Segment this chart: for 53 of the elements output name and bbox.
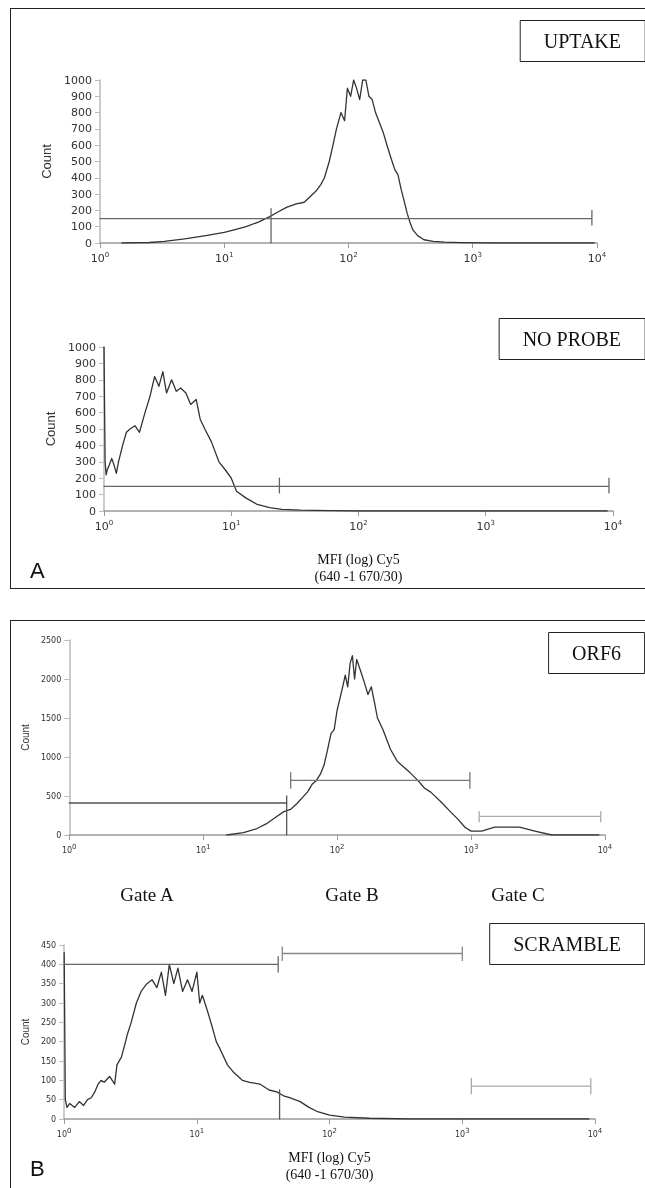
y-tick-label: 0	[85, 236, 92, 250]
y-axis-title: Count	[19, 1018, 31, 1046]
y-tick-label: 50	[45, 1095, 57, 1105]
y-axis-title: Count	[39, 143, 55, 179]
y-tick-label: 450	[40, 940, 57, 950]
x-axis-title: MFI (log) Cy5 (640 -1 670/30)	[314, 552, 403, 585]
y-tick-label: 300	[40, 998, 57, 1008]
y-tick-label: 800	[75, 373, 96, 387]
chart-title: ORF6	[572, 642, 621, 664]
y-tick-label: 700	[75, 389, 96, 403]
y-tick-label: 1000	[68, 340, 96, 354]
text: Gate B	[325, 884, 379, 906]
y-tick-label: 1000	[40, 752, 62, 762]
x-axis-title: MFI (log) Cy5 (640 -1 670/30)	[285, 1150, 374, 1183]
y-axis-title: Count	[43, 411, 59, 447]
chart-title: NO PROBE	[522, 328, 622, 350]
y-tick-label: 600	[75, 406, 96, 420]
y-tick-label: 400	[75, 438, 96, 452]
y-tick-label: 250	[40, 1017, 57, 1027]
y-tick-label: 700	[71, 122, 92, 136]
y-tick-label: 900	[75, 356, 96, 370]
y-tick-label: 500	[75, 422, 96, 436]
y-tick-label: 200	[75, 471, 96, 485]
y-tick-label: 500	[71, 155, 92, 168]
y-axis-title: Count	[19, 723, 31, 751]
y-tick-label: 100	[71, 220, 92, 234]
y-tick-label: 2500	[40, 635, 62, 645]
y-tick-label: 400	[40, 959, 57, 969]
chart-title: UPTAKE	[543, 30, 622, 52]
y-tick-label: 900	[71, 89, 92, 103]
y-tick-label: 150	[40, 1056, 57, 1066]
y-tick-label: 200	[71, 203, 92, 217]
y-tick-label: 1500	[40, 713, 62, 723]
y-tick-label: 0	[51, 1114, 57, 1124]
y-tick-label: 300	[71, 187, 92, 201]
y-tick-label: 350	[40, 979, 57, 989]
y-tick-label: 100	[40, 1075, 57, 1085]
y-tick-label: 600	[71, 138, 92, 152]
text: A	[30, 558, 45, 584]
y-tick-label: 0	[89, 504, 96, 518]
y-tick-label: 400	[71, 171, 92, 185]
y-tick-label: 200	[40, 1037, 57, 1047]
y-tick-label: 100	[75, 488, 96, 502]
y-tick-label: 500	[45, 791, 62, 801]
text: Gate A	[120, 884, 174, 906]
y-tick-label: 1000	[64, 73, 92, 87]
y-tick-label: 0	[56, 830, 62, 840]
y-tick-label: 300	[75, 455, 96, 469]
y-tick-label: 2000	[40, 674, 62, 684]
y-tick-label: 800	[71, 106, 92, 120]
text: Gate C	[491, 884, 545, 906]
chart-title: SCRAMBLE	[513, 933, 622, 955]
text: B	[30, 1156, 45, 1182]
